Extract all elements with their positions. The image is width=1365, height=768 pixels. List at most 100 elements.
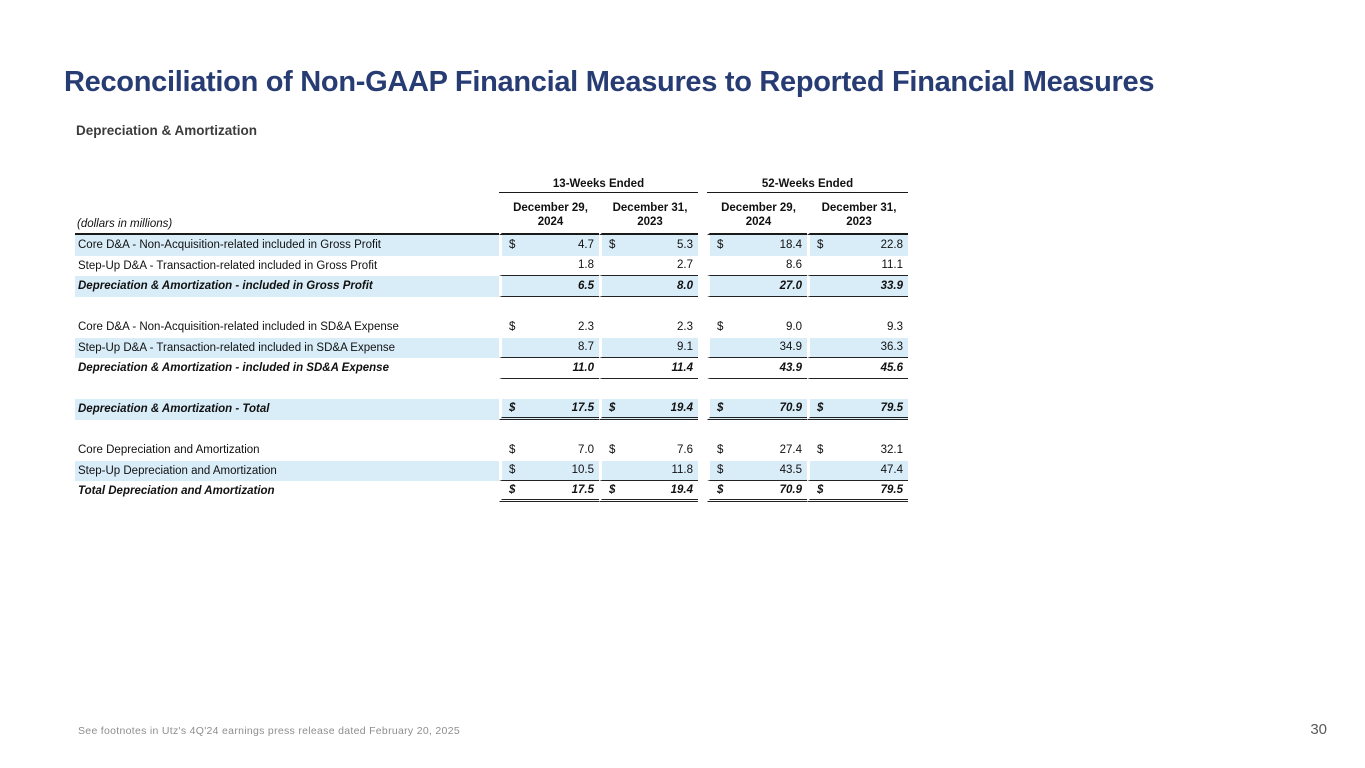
- value-cell: $17.5: [499, 481, 599, 502]
- value: 8.6: [786, 259, 802, 272]
- value: 79.5: [880, 483, 903, 496]
- column-gap: [698, 173, 707, 193]
- column-gap: [698, 235, 707, 256]
- spacer-cell: [75, 378, 908, 399]
- value-cell: 8.7: [499, 337, 599, 358]
- value: 47.4: [880, 464, 903, 477]
- value: 43.9: [779, 361, 802, 374]
- spacer-cell: [75, 296, 908, 317]
- value: 8.0: [677, 279, 693, 292]
- page-number: 30: [1310, 721, 1327, 738]
- value-cell: $7.6: [599, 440, 698, 461]
- row-label: Core D&A - Non-Acquisition-related inclu…: [78, 321, 399, 334]
- value-cell: $22.8: [807, 235, 908, 256]
- currency-symbol: $: [509, 464, 516, 477]
- column-header: December 31, 2023: [599, 193, 698, 235]
- value: 1.8: [578, 259, 594, 272]
- currency-symbol: $: [509, 401, 516, 414]
- value-cell: $19.4: [599, 481, 698, 502]
- value: 17.5: [571, 401, 594, 414]
- column-header-line1: December 31,: [612, 202, 688, 214]
- table-row: Step-Up D&A - Transaction-related includ…: [75, 255, 908, 277]
- value: 27.0: [779, 279, 802, 292]
- value: 22.8: [880, 239, 903, 252]
- value: 79.5: [880, 401, 903, 414]
- table-row: Step-Up Depreciation and Amortization $10…: [75, 460, 908, 481]
- value: 36.3: [880, 341, 903, 354]
- value-cell: $70.9: [707, 481, 807, 502]
- value-cell: 34.9: [707, 337, 807, 358]
- value: 4.7: [578, 239, 594, 252]
- value-cell: $10.5: [499, 460, 599, 481]
- row-label: Step-Up Depreciation and Amortization: [75, 460, 499, 481]
- currency-symbol: $: [717, 239, 724, 252]
- value-cell: $19.4: [599, 399, 698, 420]
- value-cell: 8.0: [599, 276, 698, 297]
- row-label: Depreciation & Amortization - included i…: [75, 276, 499, 297]
- value-cell: 9.3: [807, 317, 908, 338]
- value-cell: 11.1: [807, 255, 908, 276]
- value-cell: $18.4: [707, 235, 807, 256]
- value-cell: 36.3: [807, 337, 908, 358]
- column-header-line1: December 29,: [721, 202, 796, 214]
- value: 8.7: [578, 341, 594, 354]
- row-label: Core D&A - Non-Acquisition-related inclu…: [75, 235, 499, 256]
- value: 7.0: [578, 444, 594, 457]
- footnote: See footnotes in Utz's 4Q'24 earnings pr…: [78, 725, 460, 737]
- column-header-line1: December 31,: [821, 202, 897, 214]
- column-header-line2: 2023: [637, 216, 663, 228]
- currency-symbol: $: [509, 321, 516, 334]
- currency-symbol: $: [717, 464, 724, 477]
- column-gap: [698, 256, 707, 277]
- value: 70.9: [779, 401, 802, 414]
- spacer-row: [75, 419, 908, 440]
- spacer-row: [75, 378, 908, 399]
- column-header-line2: 2024: [745, 216, 772, 228]
- value: 34.9: [779, 341, 802, 354]
- table-row: Core D&A - Non-Acquisition-related inclu…: [75, 235, 908, 256]
- currency-symbol: $: [609, 239, 616, 252]
- units-label: (dollars in millions): [75, 193, 499, 235]
- column-gap: [698, 460, 707, 481]
- currency-symbol: $: [717, 401, 724, 414]
- column-header: December 31, 2023: [807, 193, 908, 235]
- value-cell: 11.0: [499, 358, 599, 379]
- value-cell: $5.3: [599, 235, 698, 256]
- column-gap: [698, 481, 707, 502]
- row-label: Total Depreciation and Amortization: [78, 485, 275, 498]
- value: 11.8: [671, 464, 693, 477]
- value-cell: $32.1: [807, 440, 908, 461]
- value: 2.7: [677, 259, 693, 272]
- column-gap: [698, 317, 707, 338]
- value-cell: 9.1: [599, 337, 698, 358]
- value: 9.0: [786, 321, 802, 334]
- value-cell: $79.5: [807, 399, 908, 420]
- value-cell: $70.9: [707, 399, 807, 420]
- group-header-52-weeks: 52-Weeks Ended: [707, 173, 908, 193]
- value: 17.5: [571, 483, 594, 496]
- currency-symbol: $: [509, 483, 516, 496]
- column-header-line1: December 29,: [513, 202, 588, 214]
- row-label: Core Depreciation and Amortization: [78, 444, 260, 457]
- currency-symbol: $: [609, 483, 616, 496]
- table-body: Core D&A - Non-Acquisition-related inclu…: [75, 235, 908, 502]
- column-gap: [698, 358, 707, 379]
- value-cell: $2.3: [499, 317, 599, 338]
- value-cell: $27.4: [707, 440, 807, 461]
- table-row: Core Depreciation and Amortization $7.0 $7…: [75, 440, 908, 461]
- value-cell: 6.5: [499, 276, 599, 297]
- empty-cell: [75, 173, 499, 193]
- row-label: Step-Up D&A - Transaction-related includ…: [78, 259, 378, 272]
- value-cell: 2.7: [599, 255, 698, 276]
- value-cell: 45.6: [807, 358, 908, 379]
- column-header-row: (dollars in millions) December 29, 2024 …: [75, 193, 908, 235]
- currency-symbol: $: [817, 239, 824, 252]
- column-header-line2: 2023: [846, 216, 872, 228]
- value-cell: 11.4: [599, 358, 698, 379]
- table-row: Core D&A - Non-Acquisition-related inclu…: [75, 317, 908, 338]
- value: 19.4: [670, 401, 693, 414]
- table-row: Depreciation & Amortization - included i…: [75, 358, 908, 379]
- value: 5.3: [677, 239, 693, 252]
- table-row: Depreciation & Amortization - included i…: [75, 276, 908, 297]
